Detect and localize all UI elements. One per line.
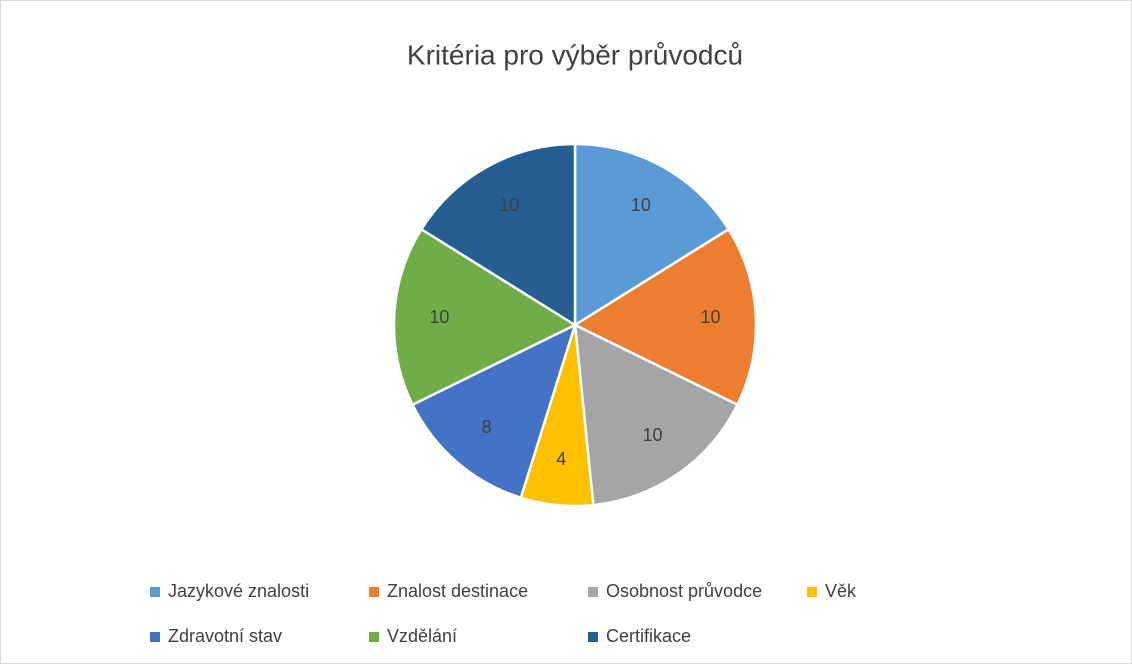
legend-label: Znalost destinace (387, 581, 528, 601)
pie-slice (573, 322, 740, 507)
chart-title: Kritéria pro výběr průvodců (407, 39, 743, 70)
legend-label: Věk (825, 581, 857, 601)
legend-label: Osobnost průvodce (606, 581, 762, 601)
data-label: 8 (482, 417, 492, 437)
pie-slice (573, 142, 731, 328)
legend-swatch (369, 632, 379, 642)
data-label: 10 (499, 195, 519, 215)
data-label: 10 (631, 195, 651, 215)
legend-label: Vzdělání (387, 626, 457, 646)
pie-slice (572, 227, 758, 407)
data-label: 10 (643, 425, 663, 445)
data-label: 10 (701, 307, 721, 327)
legend-swatch (369, 587, 379, 597)
legend-swatch (150, 587, 160, 597)
legend-swatch (807, 587, 817, 597)
legend-swatch (588, 632, 598, 642)
pie-slice (419, 142, 577, 328)
legend-label: Zdravotní stav (168, 626, 282, 646)
legend-label: Certifikace (606, 626, 691, 646)
legend-swatch (588, 587, 598, 597)
pie-slice (392, 227, 578, 407)
data-label: 10 (429, 307, 449, 327)
pie-slice (410, 322, 578, 500)
legend-swatch (150, 632, 160, 642)
data-label: 4 (556, 449, 566, 469)
legend-label: Jazykové znalosti (168, 581, 309, 601)
